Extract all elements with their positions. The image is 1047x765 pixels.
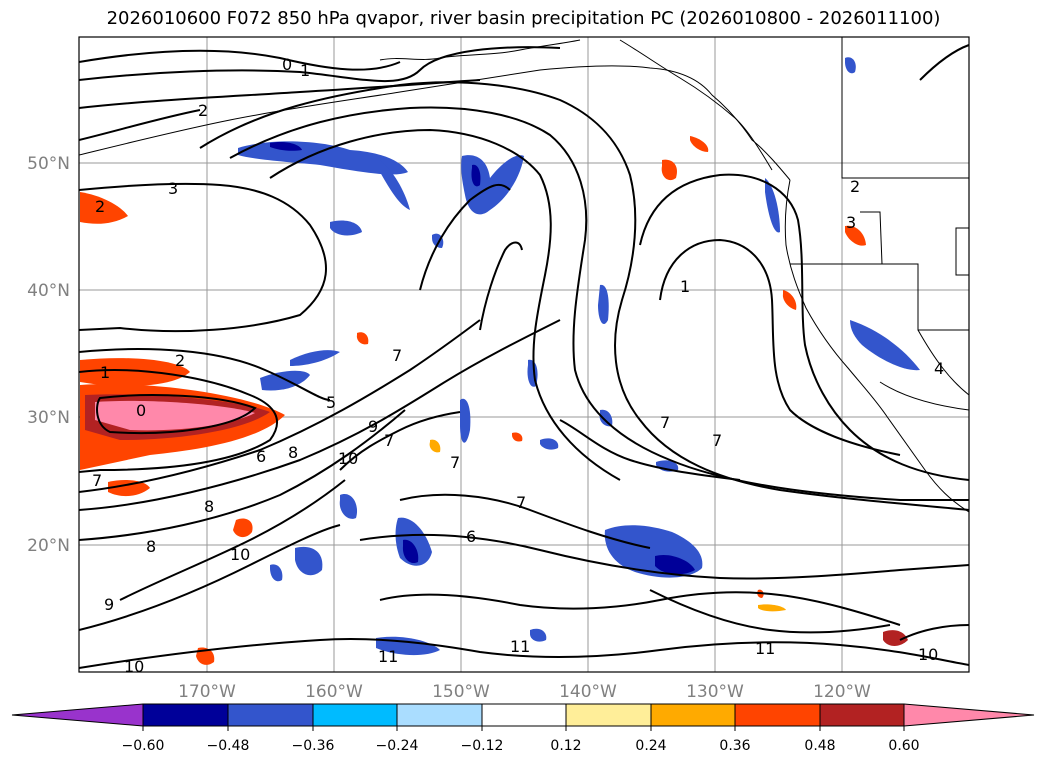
positive-anomaly-shading — [80, 136, 908, 665]
coastlines-and-borders — [79, 37, 969, 513]
longitude-labels: 170°W 160°W 150°W 140°W 130°W 120°W — [178, 682, 871, 702]
map-frame — [78, 36, 970, 673]
lon-label-150w: 150°W — [432, 682, 490, 702]
contour-label: 10 — [124, 657, 144, 676]
contour-label: 7 — [92, 471, 102, 490]
lon-label-170w: 170°W — [178, 682, 236, 702]
contour-label: 11 — [510, 637, 530, 656]
colorbar-segment — [735, 704, 820, 726]
colorbar-tick-label: 0.60 — [888, 738, 919, 754]
contour-label: 8 — [204, 497, 214, 516]
contour-label: 0 — [136, 401, 146, 420]
colorbar-tick-label: 0.48 — [804, 738, 835, 754]
colorbar: −0.60 −0.48 −0.36 −0.24 −0.12 0.12 0.24 … — [11, 703, 1035, 754]
lat-label-30n: 30°N — [27, 408, 70, 428]
colorbar-segment — [313, 704, 397, 726]
contour-label: 8 — [146, 537, 156, 556]
lon-label-140w: 140°W — [559, 682, 617, 702]
colorbar-tick-label: 0.24 — [635, 738, 666, 754]
colorbar-extend-high — [904, 704, 1034, 726]
negative-anomaly-shading — [238, 57, 920, 656]
latitude-labels: 50°N 40°N 30°N 20°N — [27, 154, 70, 556]
contour-label: 11 — [755, 639, 775, 658]
contour-labels: 0 1 2 3 2 1 2 0 7 5 6 8 10 9 7 7 8 10 8 … — [92, 55, 944, 676]
contour-label: 0 — [282, 55, 292, 74]
contour-label: 8 — [288, 443, 298, 462]
contour-label: 7 — [660, 413, 670, 432]
contour-label: 7 — [450, 453, 460, 472]
colorbar-tick-label: −0.36 — [292, 738, 335, 754]
lon-label-160w: 160°W — [305, 682, 363, 702]
contour-label: 6 — [256, 447, 266, 466]
contour-label: 9 — [104, 595, 114, 614]
contour-label: 3 — [846, 213, 856, 232]
contour-label: 10 — [918, 645, 938, 664]
contour-label: 1 — [300, 61, 310, 80]
colorbar-tick-label: −0.60 — [122, 738, 165, 754]
colorbar-segment — [482, 704, 566, 726]
contour-label: 2 — [175, 351, 185, 370]
map-title: 2026010600 F072 850 hPa qvapor, river ba… — [106, 8, 941, 29]
lon-label-130w: 130°W — [686, 682, 744, 702]
contour-label: 4 — [934, 359, 944, 378]
contour-label: 3 — [168, 179, 178, 198]
colorbar-segment — [228, 704, 313, 726]
contour-label: 2 — [95, 197, 105, 216]
colorbar-segment — [397, 704, 482, 726]
contour-label: 11 — [378, 647, 398, 666]
lat-label-20n: 20°N — [27, 536, 70, 556]
contour-label: 7 — [384, 431, 394, 450]
colorbar-segment — [820, 704, 904, 726]
colorbar-segment — [566, 704, 651, 726]
contour-label: 5 — [326, 393, 336, 412]
colorbar-segment — [651, 704, 735, 726]
contour-label: 10 — [338, 449, 358, 468]
contour-label: 7 — [516, 493, 526, 512]
contour-label: 6 — [466, 527, 476, 546]
colorbar-tick-label: 0.12 — [550, 738, 581, 754]
colorbar-extend-low — [12, 704, 143, 726]
colorbar-tick-label: −0.48 — [207, 738, 250, 754]
contour-label: 2 — [850, 177, 860, 196]
contour-label: 10 — [230, 545, 250, 564]
colorbar-tick-label: 0.36 — [719, 738, 750, 754]
qvapor-contours — [79, 44, 969, 669]
lat-label-40n: 40°N — [27, 281, 70, 301]
contour-label: 7 — [392, 346, 402, 365]
colorbar-tick-label: −0.12 — [461, 738, 504, 754]
contour-label: 7 — [712, 431, 722, 450]
map-area — [79, 37, 969, 672]
contour-label: 1 — [100, 363, 110, 382]
contour-label: 9 — [368, 417, 378, 436]
lat-label-50n: 50°N — [27, 154, 70, 174]
contour-label: 1 — [680, 277, 690, 296]
lon-label-120w: 120°W — [813, 682, 871, 702]
colorbar-segment — [143, 704, 228, 726]
contour-label: 2 — [198, 101, 208, 120]
colorbar-tick-label: −0.24 — [376, 738, 419, 754]
